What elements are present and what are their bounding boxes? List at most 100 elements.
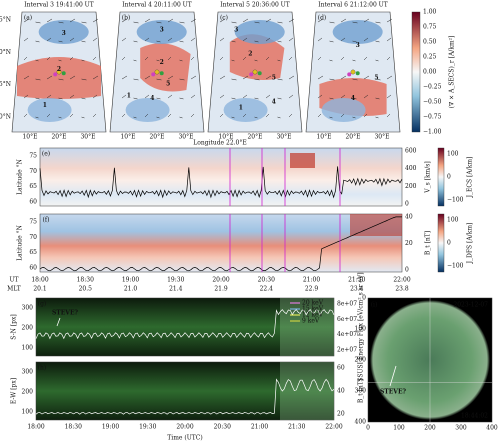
negative-region [234, 20, 285, 44]
vector-arrow [219, 37, 225, 42]
vector-arrow [329, 78, 335, 81]
site-marker [257, 71, 262, 76]
colorbar-tick-label: 0.50 [423, 39, 437, 46]
vector-arrow [363, 94, 369, 99]
vector-arrow [81, 78, 87, 81]
vector-arrow [133, 116, 137, 119]
region-number: 3 [62, 30, 66, 37]
vector-arrow [81, 59, 85, 62]
colorbar-tick-label: −0.25 [423, 84, 442, 91]
vector-arrow [231, 116, 235, 119]
y2-axis-label: SSUSI Energy Flux [eV/cm² s sr eV] [358, 272, 365, 381]
lon-tick-label: 30°E [276, 134, 291, 141]
y2-axis-label: B_t [nT] [425, 231, 432, 255]
vector-arrow [92, 37, 98, 42]
y2-tick-label: 0 [405, 201, 409, 208]
vector-arrow [190, 37, 196, 42]
vector-arrow [352, 40, 357, 43]
vector-arrow [363, 113, 368, 118]
vector-arrow [190, 113, 195, 118]
lon-tick-label: 20°E [149, 134, 164, 141]
heatmap-patch [290, 153, 315, 168]
ut-tick-label: 18:30 [77, 277, 94, 284]
colorbar [437, 213, 445, 273]
vector-arrow [386, 94, 392, 99]
vector-arrow [265, 75, 272, 80]
region-number: 4 [272, 99, 276, 106]
vector-arrow [317, 18, 324, 23]
vector-arrow [329, 59, 333, 62]
colorbar-tick-label: 0.75 [423, 24, 437, 31]
vector-arrow [92, 75, 99, 80]
vector-arrow [190, 75, 197, 80]
annotation: STEVE? [52, 310, 79, 317]
vector-arrow [69, 37, 75, 42]
vector-arrow [265, 37, 271, 42]
vector-arrow [46, 75, 53, 80]
vector-arrow [375, 78, 381, 81]
x-tick-label: 22:00 [325, 424, 342, 431]
vector-arrow [277, 116, 281, 119]
vector-arrow [340, 56, 345, 61]
vector-arrow [92, 113, 97, 118]
vector-arrow [69, 56, 74, 61]
vector-arrow [352, 59, 356, 62]
vector-arrow [35, 116, 39, 119]
signal-line [39, 216, 402, 272]
vector-arrow [35, 78, 41, 81]
vector-arrow [133, 40, 138, 43]
vector-arrow [58, 78, 64, 81]
vector-arrow [46, 37, 52, 42]
lon-tick-label: 30°E [80, 134, 95, 141]
annotation: STEVE? [380, 389, 407, 396]
vector-arrow [352, 21, 358, 24]
date-label: 2023-12-07 [453, 302, 488, 309]
lat-tick-label: 65.0°N [0, 114, 11, 121]
y2-tick-label: 40 [405, 214, 413, 221]
vector-arrow [167, 94, 173, 99]
vector-arrow [386, 37, 392, 42]
map-title: Interval 4 20:11:00 UT [122, 2, 192, 9]
vector-arrow [242, 37, 248, 42]
signal-line [35, 309, 335, 340]
vector-arrow [265, 56, 270, 61]
negative-region [321, 98, 366, 122]
positive-region [140, 43, 191, 92]
y2-tick-label: 8e+07 [337, 301, 357, 308]
map-title: Interval 3 19:41:00 UT [24, 2, 94, 9]
vector-arrow [277, 78, 283, 81]
site-marker [154, 69, 160, 75]
vector-arrow [340, 37, 346, 42]
ut-tick-label: 18:00 [31, 277, 48, 284]
vector-arrow [254, 116, 258, 119]
vector-arrow [35, 97, 40, 100]
region-number: 5 [272, 75, 276, 82]
keogram-bright [280, 362, 334, 420]
vector-arrow [254, 97, 259, 100]
y2-axis-label: V_s [km/s] [425, 161, 432, 193]
vector-arrow [46, 113, 51, 118]
region-number: 4 [150, 95, 154, 102]
vector-arrow [190, 18, 197, 23]
panel-letter: (e) [42, 151, 50, 158]
map-panel [109, 11, 205, 133]
y2-axis-label: B_t [nT] [358, 379, 365, 403]
vector-arrow [35, 40, 40, 43]
ut-tick-label: 20:30 [258, 277, 275, 284]
mlt-label: MLT [7, 286, 21, 293]
y-tick-label: 300 [22, 305, 34, 312]
region-number: 5 [374, 75, 378, 82]
site-marker [56, 69, 62, 75]
vector-arrow [219, 94, 225, 99]
y-tick-label: 65 [29, 183, 37, 190]
vector-arrow [386, 56, 391, 61]
vector-arrow [35, 59, 39, 62]
vector-arrow [121, 94, 127, 99]
colorbar-tick-label: −100 [447, 197, 464, 204]
vector-arrow [340, 75, 347, 80]
y-axis-label: Latitude °N [17, 225, 24, 261]
colorbar-tick-label: 0 [447, 240, 451, 247]
vector-arrow [156, 78, 162, 81]
time-label: 18:44:02 [461, 413, 488, 420]
site-marker [355, 71, 360, 76]
